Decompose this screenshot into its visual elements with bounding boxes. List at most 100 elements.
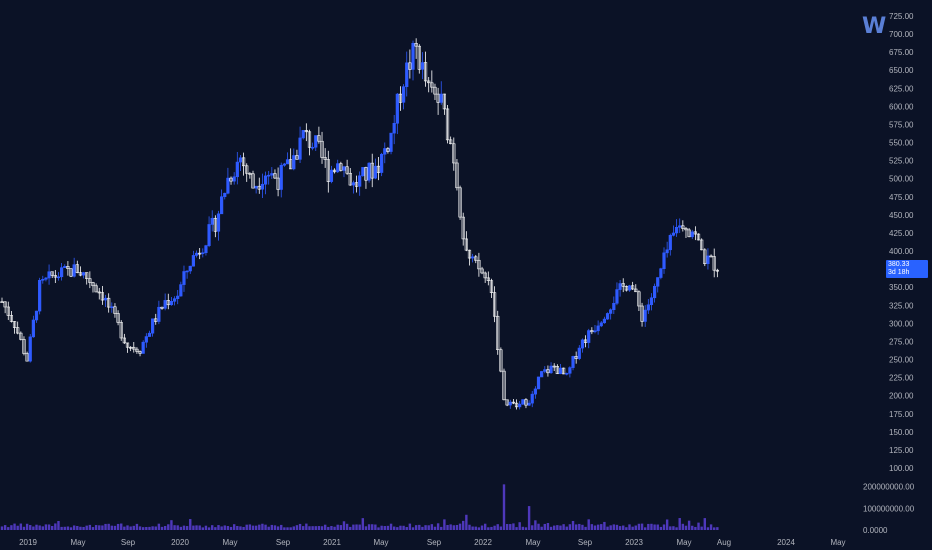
time-tick-label: Sep — [427, 538, 442, 547]
candle-body — [693, 231, 697, 235]
volume-bar — [276, 526, 280, 530]
candle-body — [81, 272, 86, 276]
time-tick-label: 2021 — [323, 538, 341, 547]
volume-bar — [625, 527, 628, 530]
candle-body — [587, 330, 591, 343]
candle-body — [188, 265, 192, 272]
price-tick-label: 175.00 — [889, 410, 914, 419]
candle-body — [232, 176, 236, 182]
volume-bar — [553, 525, 556, 530]
bar-countdown: 3d 18h — [888, 269, 910, 276]
volume-bar — [465, 514, 468, 530]
candle-body — [216, 213, 221, 232]
candle-body — [56, 276, 61, 279]
volume-bar — [427, 525, 430, 530]
candle-body — [687, 229, 691, 238]
candle-body — [364, 167, 368, 181]
candle-body — [423, 62, 428, 82]
volume-bar — [549, 526, 553, 530]
volume-bar — [650, 523, 653, 530]
candle-body — [348, 172, 352, 186]
volume-bar — [634, 525, 637, 530]
candle-body — [298, 137, 302, 160]
volume-bar — [556, 525, 559, 530]
volume-bar — [132, 525, 135, 530]
candle-body — [455, 162, 459, 189]
volume-bar — [606, 526, 609, 530]
candle-body — [571, 356, 575, 368]
price-tick-label: 575.00 — [889, 120, 914, 129]
candle-body — [107, 297, 111, 308]
volume-bar — [85, 525, 88, 530]
volume-bar — [289, 527, 292, 530]
candle-body — [383, 148, 387, 155]
candle-body — [151, 318, 155, 334]
volume-bar — [483, 523, 487, 530]
volume-bar — [323, 524, 327, 530]
candle-body — [160, 306, 164, 309]
price-tick-label: 150.00 — [889, 428, 914, 437]
volume-bar — [424, 525, 427, 530]
volume-bar — [389, 523, 393, 530]
volume-bar — [135, 523, 139, 530]
volume-bar — [515, 527, 518, 530]
volume-bar — [672, 526, 675, 530]
volume-bar — [345, 523, 349, 530]
volume-bar — [333, 526, 336, 530]
volume-bar — [706, 527, 710, 530]
volume-bar — [88, 524, 92, 530]
candle-body — [201, 252, 205, 255]
candle-body — [568, 367, 572, 374]
candle-body — [649, 297, 654, 306]
volume-axis: 200000000.00 100000000.00 0.0000 — [863, 483, 915, 535]
volume-bar — [245, 524, 248, 530]
candle-body — [408, 62, 412, 70]
volume-bar — [63, 526, 66, 530]
volume-bar — [399, 525, 402, 530]
volume-bar — [540, 526, 543, 530]
volume-bar — [336, 524, 339, 530]
candle-body — [452, 143, 456, 164]
price-tick-label: 425.00 — [889, 229, 914, 238]
time-tick-label: 2023 — [625, 538, 643, 547]
volume-bar — [430, 524, 434, 530]
candle-body — [646, 304, 650, 311]
candle-body — [320, 140, 324, 158]
candle-body — [712, 256, 716, 271]
volume-bar — [32, 526, 35, 530]
time-tick-label: 2024 — [777, 538, 795, 547]
volume-bar — [66, 526, 70, 530]
volume-bar — [94, 525, 98, 530]
candle-body — [25, 353, 29, 362]
candle-body — [198, 252, 202, 255]
volume-layer — [0, 484, 719, 530]
candle-body — [684, 228, 688, 231]
candle-body — [135, 348, 139, 352]
candle-body — [185, 270, 189, 273]
price-tick-label: 550.00 — [889, 139, 914, 148]
candle-body — [0, 301, 4, 303]
candle-body — [411, 42, 415, 70]
candle-body — [295, 155, 299, 160]
volume-bar — [251, 525, 255, 530]
time-tick-label: May — [830, 538, 845, 547]
candle-body — [361, 167, 365, 177]
volume-bar — [47, 524, 51, 530]
candle-body — [129, 346, 133, 349]
volume-bar — [352, 524, 355, 530]
volume-bar — [371, 524, 374, 530]
volume-bar — [565, 526, 568, 530]
candle-body — [110, 306, 114, 309]
volume-bar — [656, 524, 659, 530]
price-tick-label: 300.00 — [889, 319, 914, 328]
candle-body — [427, 80, 431, 84]
volume-bar — [286, 527, 289, 530]
candle-body — [665, 249, 669, 254]
volume-bar — [496, 524, 499, 530]
volume-bar — [364, 526, 368, 530]
candle-body — [618, 283, 622, 290]
price-tick-label: 725.00 — [889, 12, 914, 21]
volume-bar — [223, 525, 226, 530]
